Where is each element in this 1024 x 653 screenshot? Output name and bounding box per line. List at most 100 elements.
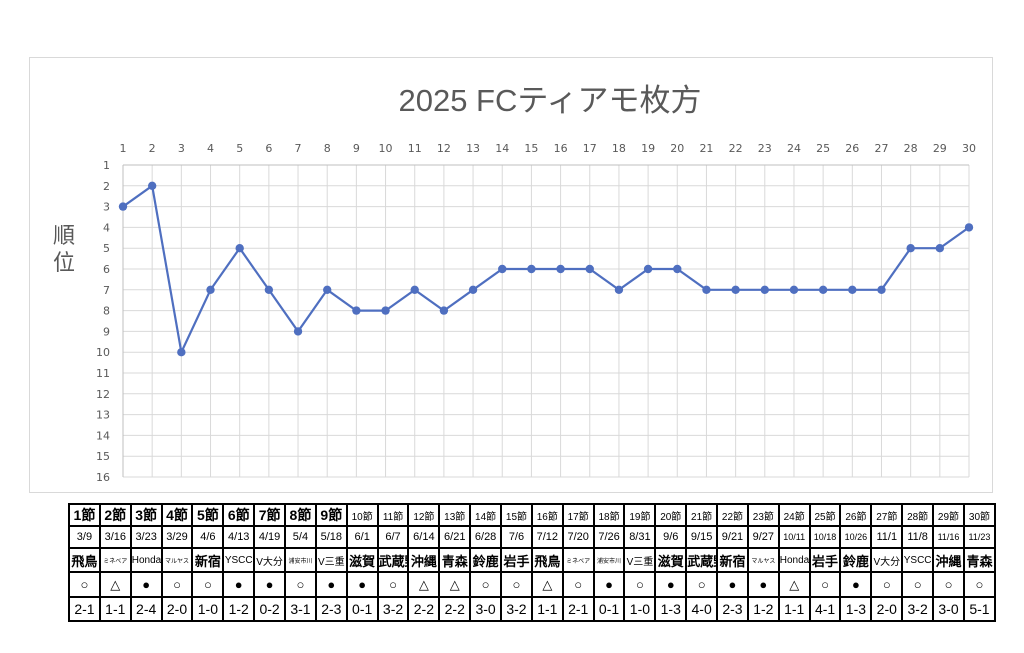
chart-frame (29, 57, 993, 493)
round-cell: 18節 (592, 503, 626, 527)
score-cell: 1-2 (746, 596, 780, 622)
round-cell: 19節 (623, 503, 657, 527)
opponent-cell: 岩手 (808, 547, 842, 573)
x-tick-label: 10 (379, 142, 393, 155)
rank-point (206, 285, 215, 294)
x-tick-label: 1 (120, 142, 127, 155)
x-tick-label: 15 (524, 142, 538, 155)
round-cell: 9節 (314, 503, 348, 527)
score-cell: 4-0 (685, 596, 719, 622)
date-cell: 5/4 (284, 525, 317, 549)
rank-point (906, 244, 915, 253)
score-cell: 3-2 (500, 596, 533, 622)
opponent-cell: V三重 (623, 547, 657, 573)
date-cell: 10/11 (777, 525, 811, 549)
opponent-cell: V三重 (314, 547, 348, 573)
rank-point (585, 264, 594, 274)
result-cell: △ (407, 571, 441, 598)
result-cell: ● (345, 571, 379, 598)
result-cell: ● (222, 571, 256, 598)
y-axis-label: 順位 (53, 224, 75, 276)
score-cell: 0-2 (253, 596, 287, 622)
score-cell: 1-3 (654, 596, 688, 622)
score-cell: 0-1 (345, 596, 379, 622)
y-tick-label: 3 (103, 201, 110, 214)
date-cell: 7/26 (592, 525, 626, 549)
opponent-cell: 鈴鹿 (839, 547, 873, 573)
rank-point (147, 181, 157, 190)
result-cell: △ (98, 571, 132, 598)
opponent-cell: V大分 (253, 547, 287, 573)
score-cell: 2-1 (68, 596, 101, 622)
date-cell: 3/23 (129, 525, 163, 549)
date-cell: 4/13 (222, 525, 256, 549)
result-cell: ○ (561, 571, 595, 598)
result-cell: ○ (808, 571, 842, 598)
result-cell: ○ (160, 571, 194, 598)
rank-point (935, 244, 945, 253)
date-cell: 9/27 (746, 525, 780, 549)
opponent-cell: 新宿 (716, 547, 749, 573)
x-tick-label: 23 (758, 142, 772, 155)
rank-point (498, 264, 507, 274)
rank-point (293, 327, 303, 336)
opponent-cell: 青森 (962, 547, 997, 573)
result-cell: ○ (685, 571, 719, 598)
opponent-cell: 浦安市川 (284, 547, 317, 573)
opponent-cell: 武蔵野 (376, 547, 410, 573)
rank-point (410, 285, 419, 294)
round-cell: 22節 (716, 503, 749, 527)
result-cell: ○ (68, 571, 101, 598)
y-tick-label: 4 (103, 221, 110, 234)
rank-point (381, 306, 390, 315)
round-cell: 27節 (870, 503, 904, 527)
rank-point (614, 285, 624, 294)
date-cell: 9/6 (654, 525, 688, 549)
result-cell: ○ (500, 571, 533, 598)
round-cell: 14節 (469, 503, 503, 527)
opponent-cell: ミネベア (98, 547, 132, 573)
round-cell: 24節 (777, 503, 811, 527)
round-cell: 23節 (746, 503, 780, 527)
date-cell: 11/1 (870, 525, 904, 549)
result-cell: ○ (284, 571, 317, 598)
date-cell: 4/19 (253, 525, 287, 549)
x-tick-label: 22 (729, 142, 743, 155)
result-cell: △ (777, 571, 811, 598)
rank-point (556, 264, 565, 274)
date-cell: 11/16 (932, 525, 965, 549)
x-tick-label: 18 (612, 142, 626, 155)
x-tick-label: 8 (324, 142, 331, 155)
opponent-cell: マルヤス (746, 547, 780, 573)
y-tick-label: 12 (96, 388, 110, 401)
y-tick-label: 6 (103, 263, 110, 276)
date-cell: 8/31 (623, 525, 657, 549)
rank-point (760, 285, 769, 294)
date-cell: 7/20 (561, 525, 595, 549)
y-tick-label: 11 (96, 367, 110, 380)
score-cell: 1-0 (623, 596, 657, 622)
score-row: 2-1 1-1 2-4 2-0 1-0 1-2 0-2 3-1 2-3 0-1 3-2 2-2 2-2 3… (68, 596, 997, 622)
x-tick-label: 27 (874, 142, 888, 155)
score-cell: 1-1 (530, 596, 564, 622)
score-cell: 2-3 (314, 596, 348, 622)
rank-point (177, 348, 186, 357)
y-tick-label: 10 (96, 346, 110, 359)
rank-line (122, 183, 970, 356)
score-cell: 4-1 (808, 596, 842, 622)
round-cell: 15節 (500, 503, 533, 527)
opponent-cell: 鈴鹿 (469, 547, 503, 573)
x-tick-label: 12 (437, 142, 451, 155)
opponent-cell: 滋賀 (654, 547, 688, 573)
result-cell: ● (592, 571, 626, 598)
round-cell: 1節 (68, 503, 101, 527)
score-cell: 1-3 (839, 596, 873, 622)
result-cell: ● (839, 571, 873, 598)
x-tick-label: 14 (495, 142, 509, 155)
score-cell: 3-1 (284, 596, 317, 622)
date-cell: 3/16 (98, 525, 132, 549)
score-cell: 2-1 (561, 596, 595, 622)
opponent-cell: 飛鳥 (68, 547, 101, 573)
rank-point (439, 306, 449, 315)
opponent-cell: 沖縄 (932, 547, 965, 573)
